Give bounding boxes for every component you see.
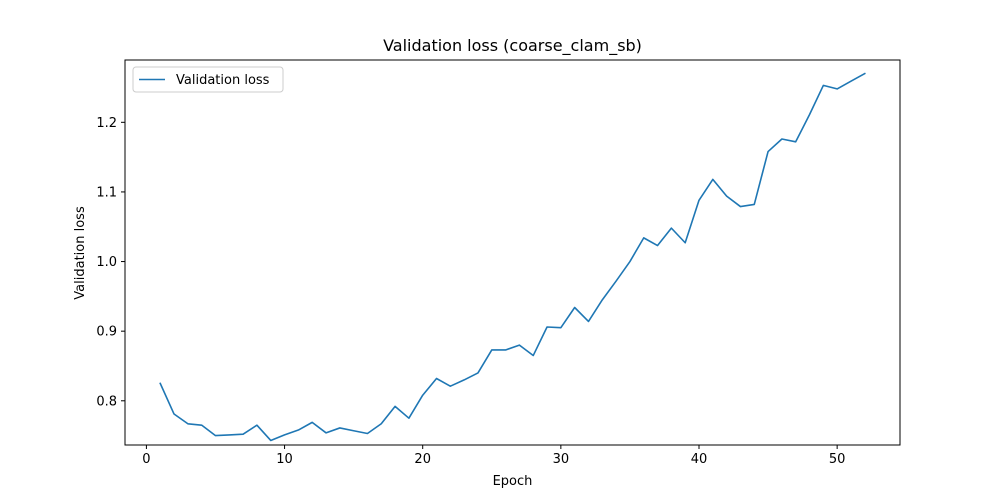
- series-line-0: [159, 72, 866, 442]
- data-point: [172, 412, 175, 415]
- data-point: [753, 203, 756, 206]
- data-point: [587, 320, 590, 323]
- data-point: [159, 382, 162, 385]
- data-point: [324, 431, 327, 434]
- y-axis-label: Validation loss: [73, 206, 88, 300]
- x-tick-label: 40: [691, 452, 708, 467]
- data-point: [421, 394, 424, 397]
- data-point: [242, 433, 245, 436]
- data-point: [380, 422, 383, 425]
- data-point: [255, 424, 258, 427]
- data-point: [407, 417, 410, 420]
- data-point: [393, 405, 396, 408]
- data-point: [656, 244, 659, 247]
- data-point: [186, 422, 189, 425]
- data-point: [863, 72, 866, 75]
- data-point: [822, 84, 825, 87]
- y-tick-label: 1.1: [96, 185, 117, 200]
- data-point: [518, 343, 521, 346]
- y-tick-label: 0.9: [96, 325, 117, 340]
- data-point: [697, 199, 700, 202]
- y-tick-label: 1.0: [96, 255, 117, 270]
- data-point: [808, 113, 811, 116]
- data-point: [463, 378, 466, 381]
- legend-label: Validation loss: [176, 73, 270, 88]
- data-point: [545, 325, 548, 328]
- legend-box: [132, 66, 284, 93]
- data-point: [766, 150, 769, 153]
- data-point: [670, 227, 673, 230]
- data-point: [228, 433, 231, 436]
- data-point: [628, 260, 631, 263]
- data-point: [780, 137, 783, 140]
- data-point: [311, 421, 314, 424]
- data-point: [642, 236, 645, 239]
- plot-frame: [124, 59, 901, 446]
- x-tick-label: 10: [276, 452, 293, 467]
- data-point: [794, 140, 797, 143]
- data-point: [214, 434, 217, 437]
- legend: Validation loss: [132, 66, 284, 93]
- data-point: [711, 178, 714, 181]
- data-point: [338, 426, 341, 429]
- data-point: [269, 439, 272, 442]
- data-point: [836, 87, 839, 90]
- data-point: [559, 326, 562, 329]
- data-point: [684, 241, 687, 244]
- data-point: [283, 433, 286, 436]
- data-point: [739, 205, 742, 208]
- y-tick-label: 0.8: [96, 394, 117, 409]
- chart-title: Validation loss (coarse_clam_sb): [383, 36, 642, 56]
- data-point: [615, 279, 618, 282]
- data-point: [297, 428, 300, 431]
- data-point: [476, 371, 479, 374]
- plot-area: 0 10 20 30 40 50 0.8 0.9 1.0 1.1 1.2: [96, 59, 901, 467]
- data-point: [725, 195, 728, 198]
- data-point: [435, 377, 438, 380]
- x-tick-label: 0: [142, 452, 150, 467]
- data-point: [449, 385, 452, 388]
- y-tick-label: 1.2: [96, 116, 117, 131]
- data-point: [366, 432, 369, 435]
- data-point: [352, 429, 355, 432]
- x-tick-label: 20: [414, 452, 431, 467]
- data-point: [601, 298, 604, 301]
- data-point: [532, 354, 535, 357]
- data-point: [504, 348, 507, 351]
- data-point: [490, 348, 493, 351]
- x-tick-label: 30: [553, 452, 570, 467]
- data-point: [849, 80, 852, 83]
- data-point: [573, 306, 576, 309]
- x-tick-label: 50: [829, 452, 846, 467]
- data-point: [200, 424, 203, 427]
- x-axis-label: Epoch: [493, 474, 533, 489]
